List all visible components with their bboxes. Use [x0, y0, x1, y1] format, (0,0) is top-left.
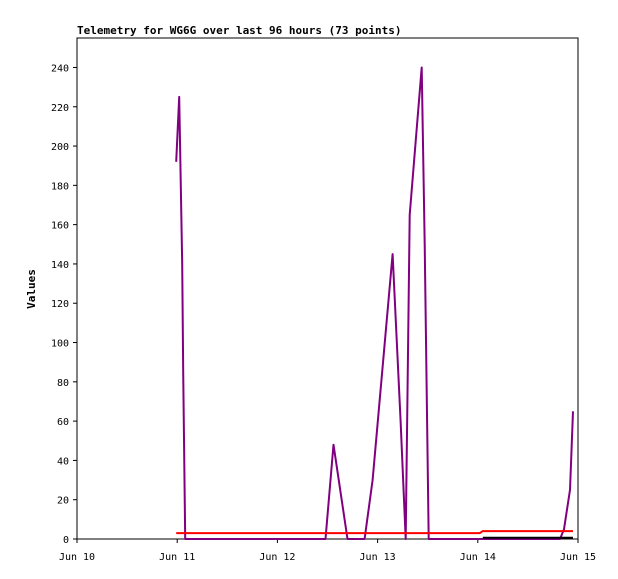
y-axis-label: Values	[25, 269, 38, 309]
y-tick-label: 0	[63, 535, 69, 546]
x-axis: Jun 10 Jun 11 Jun 12 Jun 13 Jun 14 Jun 15	[59, 539, 596, 563]
y-tick-label: 40	[57, 456, 69, 467]
plot-area	[76, 37, 579, 540]
y-tick-label: 240	[51, 63, 69, 74]
x-tick-label: Jun 10	[59, 552, 95, 563]
y-axis: 0 20 40 60 80 100 120 140 160 180 200 220 240	[51, 63, 77, 546]
x-tick-label: Jun 15	[560, 552, 596, 563]
chart-title: Telemetry for WG6G over last 96 hours (7…	[77, 24, 402, 37]
y-tick-label: 100	[51, 339, 69, 350]
series-line-2	[176, 530, 573, 535]
y-tick-label: 180	[51, 181, 69, 192]
y-tick-label: 20	[57, 496, 69, 507]
series-layer	[175, 66, 574, 540]
x-tick-label: Jun 11	[159, 552, 195, 563]
x-tick-label: Jun 12	[259, 552, 295, 563]
y-tick-label: 200	[51, 142, 69, 153]
y-tick-label: 60	[57, 417, 69, 428]
y-tick-label: 220	[51, 103, 69, 114]
y-tick-label: 120	[51, 299, 69, 310]
y-tick-label: 80	[57, 378, 69, 389]
series-line-1	[175, 66, 574, 540]
x-tick-label: Jun 14	[460, 552, 496, 563]
y-tick-label: 140	[51, 260, 69, 271]
y-tick-label: 160	[51, 221, 69, 232]
x-tick-label: Jun 13	[360, 552, 396, 563]
